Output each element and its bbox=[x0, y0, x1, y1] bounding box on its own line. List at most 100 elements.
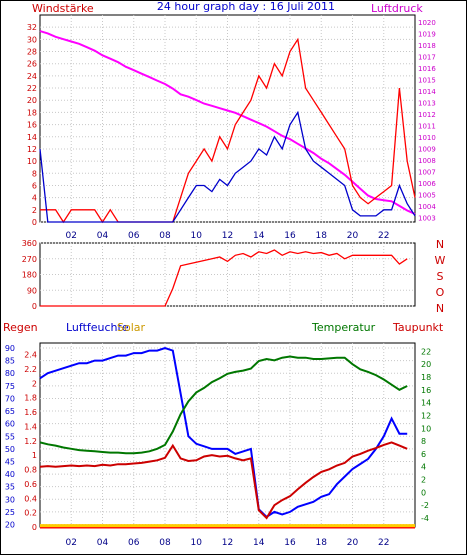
pressure-ytick: 1007 bbox=[418, 168, 436, 176]
temperature-ytick: 12 bbox=[421, 411, 431, 420]
pressure-ytick: 1020 bbox=[418, 19, 436, 27]
humidity-ytick: 20 bbox=[5, 520, 15, 529]
rain-ytick: 0.2 bbox=[24, 509, 37, 518]
dewpoint-label: Taupunkt bbox=[392, 321, 444, 334]
compass-label: N bbox=[436, 238, 444, 251]
temperature-ytick: 6 bbox=[421, 450, 426, 459]
pressure-ytick: 1018 bbox=[418, 42, 436, 50]
pressure-ytick: 1010 bbox=[418, 134, 436, 142]
pressure-ytick: 1004 bbox=[418, 203, 436, 211]
compass-label: S bbox=[437, 270, 444, 283]
solar-label: Solar bbox=[117, 321, 146, 334]
direction-ytick: 0 bbox=[32, 302, 37, 311]
rain-ytick: 1.6 bbox=[24, 408, 37, 417]
wind-ytick: 26 bbox=[27, 60, 37, 69]
humidity-ytick: 30 bbox=[5, 495, 15, 504]
wind-ytick: 22 bbox=[27, 84, 37, 93]
wind-series-0-line bbox=[39, 30, 416, 215]
temperature-ytick: 18 bbox=[421, 373, 431, 382]
wind-axis-label: Windstärke bbox=[32, 2, 94, 15]
wind-xtick: 08 bbox=[159, 231, 171, 241]
humidity-label: Luftfeuchte bbox=[66, 321, 129, 334]
humidity-ytick: 70 bbox=[5, 394, 15, 403]
compass-label: W bbox=[435, 254, 446, 267]
pressure-ytick: 1011 bbox=[418, 122, 436, 130]
wind-ytick: 32 bbox=[27, 23, 37, 32]
wind-ytick: 6 bbox=[32, 181, 37, 190]
pressure-ytick: 1006 bbox=[418, 180, 436, 188]
climate-xtick: 08 bbox=[159, 538, 171, 548]
pressure-ytick: 1012 bbox=[418, 111, 436, 119]
pressure-ytick: 1017 bbox=[418, 53, 436, 61]
humidity-ytick: 40 bbox=[5, 470, 15, 479]
climate-xtick: 14 bbox=[253, 538, 265, 548]
wind-xtick: 10 bbox=[191, 231, 203, 241]
pressure-ytick: 1016 bbox=[418, 65, 436, 73]
rain-ytick: 0.6 bbox=[24, 480, 37, 489]
rain-ytick: 2.4 bbox=[24, 351, 37, 360]
rain-ytick: 1.2 bbox=[24, 437, 37, 446]
rain-ytick: 1.4 bbox=[24, 422, 37, 431]
wind-ytick: 2 bbox=[32, 206, 37, 215]
temperature-ytick: 22 bbox=[421, 347, 431, 356]
rain-ytick: 1.8 bbox=[24, 394, 37, 403]
pressure-ytick: 1015 bbox=[418, 76, 436, 84]
climate-series-2-line bbox=[39, 441, 408, 520]
humidity-ytick: 90 bbox=[5, 344, 15, 353]
rain-label: Regen bbox=[3, 321, 38, 334]
rain-ytick: 1 bbox=[32, 451, 37, 460]
pressure-ytick: 1019 bbox=[418, 30, 436, 38]
compass-label: O bbox=[436, 286, 445, 299]
humidity-ytick: 25 bbox=[5, 508, 15, 517]
climate-xtick: 20 bbox=[347, 538, 359, 548]
pressure-ytick: 1005 bbox=[418, 191, 436, 199]
wind-xtick: 14 bbox=[253, 231, 265, 241]
temperature-ytick: 0 bbox=[421, 488, 426, 497]
climate-xtick: 06 bbox=[128, 538, 140, 548]
wind-xtick: 12 bbox=[222, 231, 233, 241]
rain-ytick: 0.8 bbox=[24, 466, 37, 475]
temperature-ytick: -4 bbox=[421, 514, 429, 523]
wind-ytick: 0 bbox=[32, 218, 37, 227]
humidity-ytick: 50 bbox=[5, 445, 15, 454]
climate-series-1-line bbox=[39, 355, 408, 455]
wind-xtick: 16 bbox=[284, 231, 296, 241]
wind-ytick: 20 bbox=[27, 96, 37, 105]
temperature-ytick: 8 bbox=[421, 437, 426, 446]
direction-ytick: 90 bbox=[27, 286, 37, 295]
temperature-ytick: 4 bbox=[421, 463, 426, 472]
wind-ytick: 24 bbox=[27, 72, 37, 81]
climate-xtick: 22 bbox=[378, 538, 389, 548]
pressure-ytick: 1009 bbox=[418, 145, 436, 153]
humidity-ytick: 65 bbox=[5, 407, 15, 416]
climate-xtick: 16 bbox=[284, 538, 296, 548]
wind-ytick: 16 bbox=[27, 121, 37, 130]
wind-xtick: 02 bbox=[66, 231, 77, 241]
climate-series-0-line bbox=[39, 346, 408, 519]
rain-ytick: 2 bbox=[32, 379, 37, 388]
humidity-ytick: 85 bbox=[5, 357, 15, 366]
chart-title: 24 hour graph day : 16 Juli 2011 bbox=[157, 0, 335, 13]
humidity-ytick: 55 bbox=[5, 432, 15, 441]
humidity-ytick: 35 bbox=[5, 483, 15, 492]
rain-ytick: 2.2 bbox=[24, 365, 37, 374]
direction-line bbox=[40, 249, 408, 307]
pressure-ytick: 1014 bbox=[418, 88, 436, 96]
rain-ytick: 0 bbox=[32, 523, 37, 532]
wind-panel bbox=[39, 14, 416, 223]
wind-ytick: 28 bbox=[27, 48, 37, 57]
wind-xtick: 20 bbox=[347, 231, 359, 241]
pressure-ytick: 1008 bbox=[418, 157, 436, 165]
wind-ytick: 12 bbox=[27, 145, 37, 154]
temperature-ytick: -2 bbox=[421, 501, 429, 510]
direction-ytick: 270 bbox=[22, 255, 37, 264]
temperature-ytick: 16 bbox=[421, 386, 431, 395]
temperature-ytick: 10 bbox=[421, 424, 431, 433]
wind-xtick: 22 bbox=[378, 231, 389, 241]
rain-ytick: 0.4 bbox=[24, 494, 37, 503]
wind-ytick: 10 bbox=[27, 157, 37, 166]
humidity-ytick: 45 bbox=[5, 457, 15, 466]
pressure-axis-label: Luftdruck bbox=[371, 2, 423, 15]
climate-xtick: 10 bbox=[191, 538, 203, 548]
